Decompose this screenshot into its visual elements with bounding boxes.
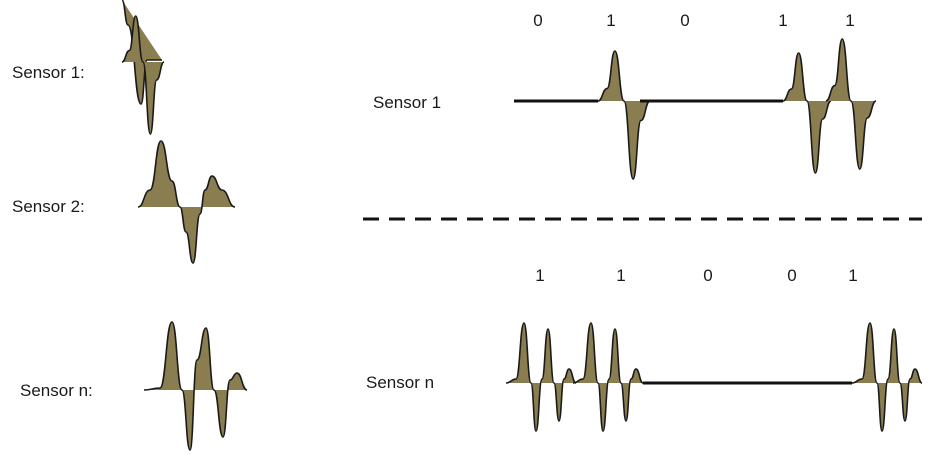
left-sensor-1-waveform-spike	[121, 15, 165, 135]
sensor-n-bit: 1	[535, 266, 545, 285]
waveform-fill	[573, 323, 643, 431]
sensor-1-bit: 0	[533, 11, 543, 30]
left-sensor-2-waveform	[137, 140, 236, 264]
sensor-n-bit: 0	[787, 266, 797, 285]
waveform-outline	[143, 321, 248, 451]
sensor-1-bit: 1	[778, 11, 788, 30]
waveform-fill	[122, 0, 162, 104]
waveform-outline	[851, 322, 923, 432]
right-sensor-1-label: Sensor 1	[373, 93, 442, 112]
left-sensor-n-waveform	[143, 321, 248, 451]
waveform-outline	[597, 50, 651, 180]
waveform-outline	[572, 322, 644, 432]
waveform-outline	[137, 140, 236, 264]
waveform-fill	[783, 53, 831, 173]
waveform-outline	[121, 15, 165, 135]
left-sensor-n-label: Sensor n:	[20, 381, 93, 400]
waveform-outline	[121, 0, 162, 105]
left-sensor-1-waveform	[121, 0, 162, 105]
sensor-n-burst	[505, 322, 577, 432]
sensor-n-bit: 1	[848, 266, 858, 285]
waveform-outline	[825, 38, 877, 170]
waveform-outline	[782, 52, 832, 174]
sensor-1-spike	[782, 52, 832, 174]
sensor-n-bit: 1	[616, 266, 626, 285]
waveform-fill	[598, 51, 650, 179]
sensor-n-burst	[851, 322, 923, 432]
sensor-1-spike	[597, 50, 651, 180]
sensor-n-burst	[572, 322, 644, 432]
sensor-n-bit: 0	[703, 266, 713, 285]
waveform-fill	[506, 323, 576, 431]
sensor-1-bit: 0	[680, 11, 690, 30]
sensor-1-bit: 1	[845, 11, 855, 30]
waveform-fill	[138, 141, 235, 263]
waveform-fill	[852, 323, 922, 431]
left-sensor-2-label: Sensor 2:	[12, 197, 85, 216]
waveform-fill	[144, 322, 247, 450]
left-sensor-1-label: Sensor 1:	[12, 63, 85, 82]
sensor-1-spike	[825, 38, 877, 170]
waveform-fill	[826, 39, 876, 169]
sensor-1-bit: 1	[606, 11, 616, 30]
waveform-outline	[505, 322, 577, 432]
right-sensor-n-label: Sensor n	[366, 373, 435, 392]
